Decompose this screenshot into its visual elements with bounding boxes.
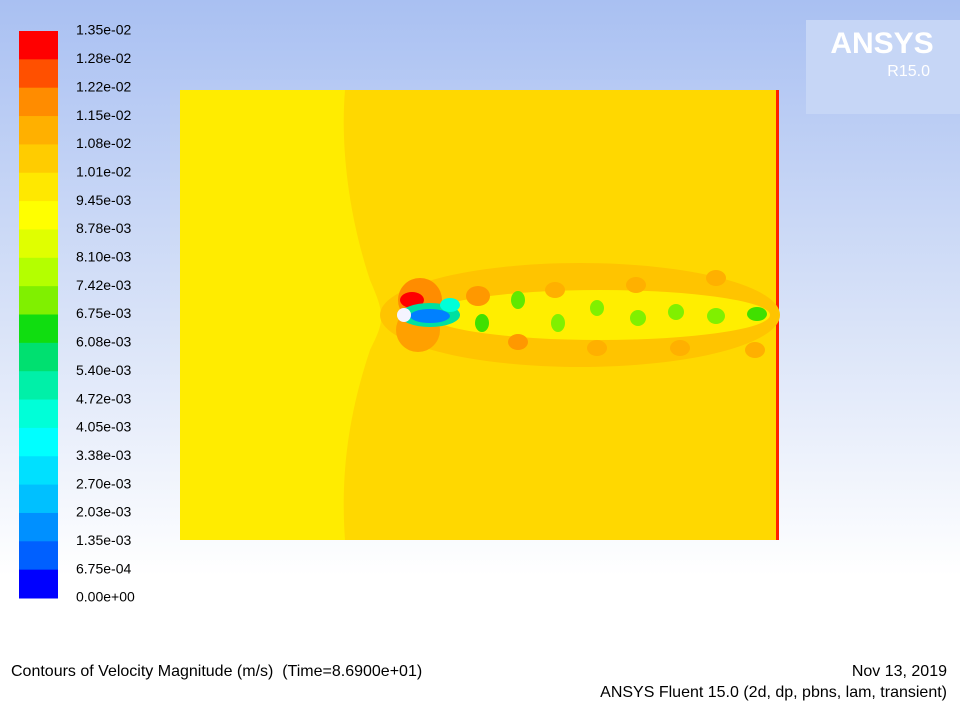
colorbar-label: 2.70e-03 xyxy=(76,475,131,491)
colorbar-swatch xyxy=(19,342,58,372)
colorbar-label: 1.35e-03 xyxy=(76,532,131,548)
plot-date: Nov 13, 2019 xyxy=(851,663,947,680)
colorbar-swatch xyxy=(19,31,58,60)
colorbar-label: 1.28e-02 xyxy=(76,50,131,66)
plot-title: Contours of Velocity Magnitude (m/s) (Ti… xyxy=(11,663,423,680)
colorbar-label: 6.75e-04 xyxy=(76,560,131,576)
colorbar-label: 4.72e-03 xyxy=(76,390,131,406)
colorbar-label: 1.22e-02 xyxy=(76,78,131,94)
colorbar-label: 3.38e-03 xyxy=(76,447,131,463)
logo-box xyxy=(806,20,960,114)
colorbar-swatch xyxy=(19,399,58,429)
colorbar-swatch xyxy=(19,541,58,571)
graphics: ANSYS R15.0 xyxy=(19,20,960,605)
colorbar-label: 8.78e-03 xyxy=(76,220,131,236)
colorbar-swatch xyxy=(19,59,58,89)
contour-plot xyxy=(180,90,780,540)
colorbar-swatch xyxy=(19,456,58,486)
colorbar-swatch xyxy=(19,201,58,230)
colorbar-label: 7.42e-03 xyxy=(76,277,131,293)
colorbar-swatch xyxy=(19,427,58,457)
colorbar-label: 8.10e-03 xyxy=(76,249,131,265)
solver-info: ANSYS Fluent 15.0 (2d, dp, pbns, lam, tr… xyxy=(600,684,947,701)
colorbar-label: 1.01e-02 xyxy=(76,163,131,179)
colorbar-label: 2.03e-03 xyxy=(76,504,131,520)
inlet-region xyxy=(180,90,382,540)
colorbar-swatch xyxy=(19,569,58,599)
colorbar-swatch xyxy=(19,314,58,344)
colorbar-label: 6.08e-03 xyxy=(76,334,131,350)
colorbar-swatch xyxy=(19,371,58,401)
colorbar-label: 5.40e-03 xyxy=(76,362,131,378)
colorbar-swatch xyxy=(19,229,58,259)
colorbar-swatch xyxy=(19,257,58,287)
colorbar-swatch xyxy=(19,116,58,145)
colorbar-label: 0.00e+00 xyxy=(76,589,135,605)
wake xyxy=(380,263,780,367)
colorbar-label: 6.75e-03 xyxy=(76,305,131,321)
colorbar-label: 9.45e-03 xyxy=(76,192,131,208)
colorbar-swatch xyxy=(19,144,58,174)
colorbar-swatch xyxy=(19,286,58,315)
colorbar-label: 1.08e-02 xyxy=(76,135,131,151)
logo-brand: ANSYS xyxy=(830,27,933,60)
logo-version: R15.0 xyxy=(887,63,930,80)
colorbar-label: 1.35e-02 xyxy=(76,22,131,38)
colorbar-swatch xyxy=(19,512,58,542)
colorbar-swatch xyxy=(19,172,58,202)
colorbar-swatch xyxy=(19,484,58,514)
colorbar-swatch xyxy=(19,87,58,117)
colorbar-label: 4.05e-03 xyxy=(76,419,131,435)
cylinder xyxy=(397,308,411,322)
colorbar-label: 1.15e-02 xyxy=(76,107,131,123)
